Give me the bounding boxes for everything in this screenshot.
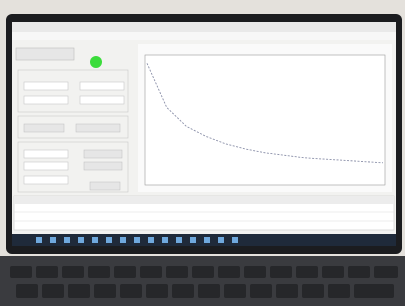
key	[172, 284, 194, 298]
key	[354, 284, 394, 298]
table-header	[14, 196, 394, 204]
taskbar-icon[interactable]	[162, 237, 168, 243]
title-bar	[12, 22, 396, 32]
key	[198, 284, 220, 298]
key	[244, 266, 266, 278]
key	[322, 266, 344, 278]
dropdown[interactable]	[24, 96, 68, 104]
key	[120, 284, 142, 298]
taskbar-icon[interactable]	[78, 237, 84, 243]
key	[16, 284, 38, 298]
taskbar-icon[interactable]	[190, 237, 196, 243]
key	[94, 284, 116, 298]
taskbar-icons	[36, 237, 238, 243]
key	[250, 284, 272, 298]
taskbar-icon[interactable]	[148, 237, 154, 243]
data-table	[14, 196, 394, 230]
photo	[0, 0, 405, 306]
key	[296, 266, 318, 278]
key	[192, 266, 214, 278]
button[interactable]	[76, 124, 120, 132]
taskbar-icon[interactable]	[64, 237, 70, 243]
input[interactable]	[24, 176, 68, 184]
taskbar-icon[interactable]	[50, 237, 56, 243]
taskbar-icon[interactable]	[92, 237, 98, 243]
key	[88, 266, 110, 278]
key	[328, 284, 350, 298]
dropdown[interactable]	[24, 82, 68, 90]
keyboard-deck	[0, 256, 405, 306]
key	[270, 266, 292, 278]
plot-frame	[145, 55, 385, 185]
key	[140, 266, 162, 278]
menu-bar	[12, 32, 396, 40]
key	[276, 284, 298, 298]
dropdown[interactable]	[24, 162, 68, 170]
dropdown[interactable]	[80, 96, 124, 104]
key	[302, 284, 324, 298]
key	[224, 284, 246, 298]
taskbar-icon[interactable]	[134, 237, 140, 243]
key	[42, 284, 64, 298]
key	[146, 284, 168, 298]
taskbar-icon[interactable]	[120, 237, 126, 243]
button[interactable]	[84, 162, 122, 170]
taskbar-icon[interactable]	[106, 237, 112, 243]
button[interactable]	[24, 124, 64, 132]
button[interactable]	[16, 48, 74, 60]
taskbar-icon[interactable]	[36, 237, 42, 243]
key	[68, 284, 90, 298]
key	[348, 266, 370, 278]
key	[166, 266, 188, 278]
dropdown[interactable]	[24, 150, 68, 158]
taskbar-icon[interactable]	[218, 237, 224, 243]
key	[218, 266, 240, 278]
taskbar-icon[interactable]	[204, 237, 210, 243]
key	[10, 266, 32, 278]
taskbar-icon[interactable]	[232, 237, 238, 243]
key	[374, 266, 398, 278]
key	[62, 266, 84, 278]
key	[114, 266, 136, 278]
taskbar-icon[interactable]	[176, 237, 182, 243]
status-indicator	[90, 56, 102, 68]
button[interactable]	[84, 150, 122, 158]
button[interactable]	[90, 182, 120, 190]
dropdown[interactable]	[80, 82, 124, 90]
key	[36, 266, 58, 278]
